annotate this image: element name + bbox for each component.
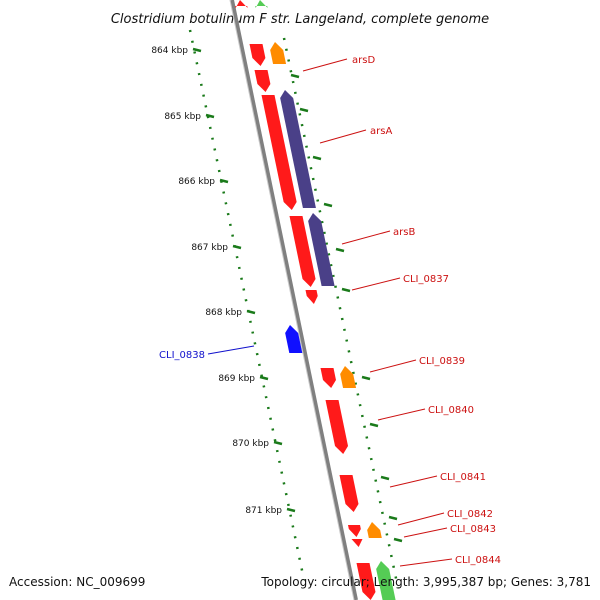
gene-feature-arsd[interactable] [249, 44, 266, 66]
scale-tick-mark [286, 507, 296, 513]
gene-feature-purple-2[interactable] [308, 213, 335, 286]
gene-label-leader [302, 58, 348, 72]
scale-tick-label: 867 kbp [191, 243, 228, 253]
gene-label-leader [341, 230, 391, 245]
gene-label-leader [369, 359, 417, 373]
inner-tick-mark [393, 537, 403, 543]
scale-tick-mark [205, 113, 215, 119]
gene-feature-cli-0842[interactable] [348, 525, 361, 537]
inner-tick-mark [369, 422, 379, 428]
gene-label-cli-0842[interactable]: CLI_0842 [447, 509, 493, 520]
scale-tick-mark [273, 440, 283, 446]
scale-tick-mark [246, 309, 256, 315]
inner-tick-mark [388, 515, 398, 521]
scale-ticks: 864 kbp 865 kbp 866 kbp 867 kbp 868 kbp 869 k… [151, 46, 403, 543]
gene-feature-cli-0837[interactable] [305, 290, 318, 304]
gene-feature-top-red[interactable] [235, 0, 248, 8]
gene-label-cli-0839[interactable]: CLI_0839 [419, 356, 465, 367]
inner-tick-mark [341, 287, 351, 293]
gene-label-cli-0844[interactable]: CLI_0844 [455, 555, 501, 566]
gene-feature-arsa[interactable] [261, 95, 297, 210]
inner-tick-mark [323, 202, 333, 208]
scale-tick-label: 868 kbp [205, 308, 242, 318]
gene-feature-cli-0843[interactable] [351, 539, 363, 547]
gene-feature-top-green[interactable] [255, 0, 268, 8]
gene-label-cli-0838[interactable]: CLI_0838 [159, 350, 205, 361]
gene-feature-red-2[interactable] [254, 70, 271, 92]
gene-label-leader [319, 129, 367, 144]
gene-feature-orange-2[interactable] [340, 366, 357, 388]
gene-label-leader [389, 475, 438, 488]
inner-tick-mark [299, 107, 309, 113]
gene-features [235, 0, 396, 600]
genome-backbone-highlight [229, 0, 355, 600]
gene-label-cli-0837[interactable]: CLI_0837 [403, 274, 449, 285]
scale-tick-label: 871 kbp [245, 506, 282, 516]
inner-tick-mark [361, 375, 371, 381]
genome-backbone [230, 0, 358, 600]
gene-feature-cli-0840[interactable] [325, 400, 349, 454]
map-title: Clostridium botulinum F str. Langeland, … [111, 12, 489, 27]
scale-tick-mark [192, 47, 202, 53]
inner-tick-mark [335, 247, 345, 253]
gene-label-cli-0840[interactable]: CLI_0840 [428, 405, 474, 416]
gene-label-leader [377, 408, 426, 421]
scale-tick-label: 870 kbp [232, 439, 269, 449]
scale-tick-label: 865 kbp [164, 112, 201, 122]
inner-tick-mark [380, 475, 390, 481]
gene-feature-cli-0839-red[interactable] [320, 368, 336, 388]
gene-label-arsb[interactable]: arsB [393, 227, 415, 238]
gene-feature-orange-3[interactable] [367, 522, 382, 538]
gene-label-leader [399, 558, 453, 567]
scale-tick-mark [232, 244, 242, 250]
gene-label-leader [397, 512, 445, 526]
gene-label-leader [207, 345, 255, 355]
gene-label-leader [351, 277, 401, 291]
scale-tick-mark [259, 375, 269, 381]
scale-tick-mark [219, 178, 229, 184]
gene-label-leader [403, 527, 448, 538]
gene-feature-cli-0838[interactable] [285, 325, 303, 353]
gene-label-cli-0841[interactable]: CLI_0841 [440, 472, 486, 483]
gene-feature-purple-1[interactable] [280, 90, 316, 208]
gene-feature-cli-0841[interactable] [339, 475, 359, 512]
gene-feature-arsb[interactable] [289, 216, 316, 287]
gene-feature-cli-0844[interactable] [356, 563, 376, 600]
inner-tick-mark [290, 73, 300, 79]
scale-tick-label: 869 kbp [218, 374, 255, 384]
accession-text: Accession: NC_009699 [9, 575, 145, 589]
gene-label-cli-0843[interactable]: CLI_0843 [450, 524, 496, 535]
gene-label-arsa[interactable]: arsA [370, 126, 392, 137]
gene-labels: arsD arsA arsB CLI_0837 CLI_0838 CLI_0839 CLI_… [159, 55, 501, 567]
topology-text: Topology: circular; Length: 3,995,387 bp… [260, 575, 591, 589]
gene-feature-orange-1[interactable] [270, 42, 287, 64]
scale-tick-label: 866 kbp [178, 177, 215, 187]
inner-tick-mark [312, 155, 322, 161]
inner-tick-ring [282, 37, 400, 589]
gene-feature-green-2[interactable] [376, 561, 396, 600]
scale-tick-label: 864 kbp [151, 46, 188, 56]
gene-label-arsd[interactable]: arsD [352, 55, 375, 66]
